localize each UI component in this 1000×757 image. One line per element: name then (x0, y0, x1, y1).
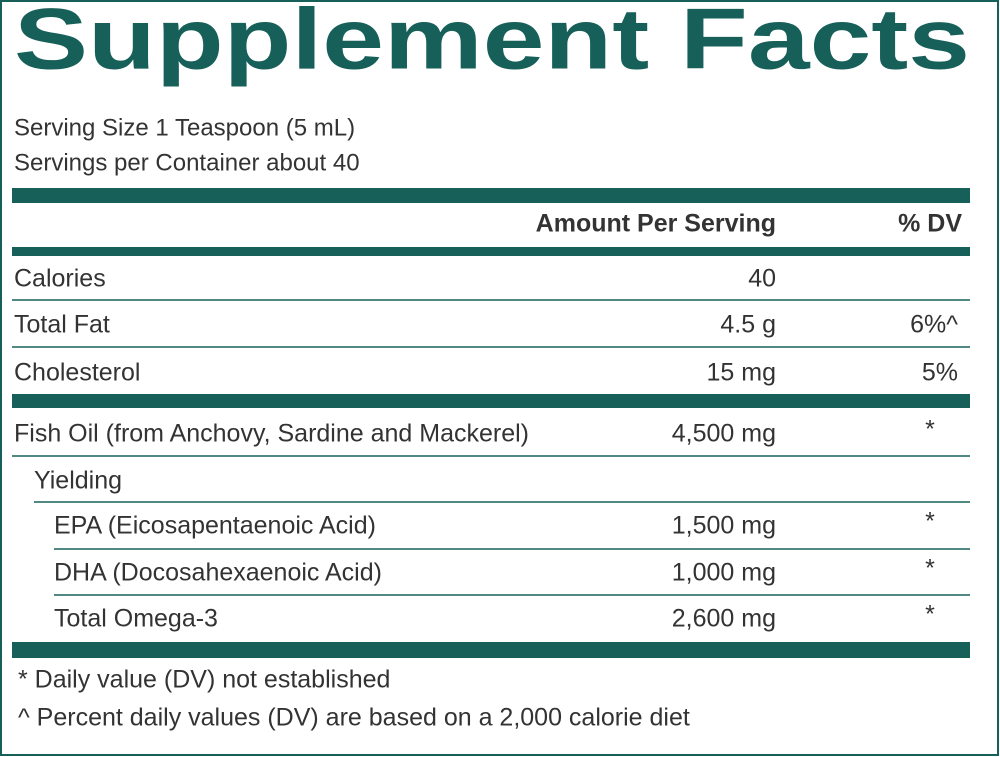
nutrient-name: Total Omega-3 (54, 605, 218, 633)
column-header: % DV (898, 210, 962, 238)
footnote: * Daily value (DV) not established (18, 666, 390, 694)
title: Supplement Facts (14, 0, 970, 88)
divider (12, 247, 970, 256)
divider (12, 394, 970, 408)
daily-value: * (925, 555, 935, 583)
nutrient-name: Cholesterol (14, 359, 140, 387)
amount: 1,500 mg (672, 512, 776, 540)
nutrient-name: Calories (14, 265, 106, 293)
daily-value: 6%^ (910, 311, 958, 339)
daily-value: 5% (922, 359, 958, 387)
daily-value: * (925, 416, 935, 444)
amount: 2,600 mg (672, 605, 776, 633)
serving-size: Serving Size 1 Teaspoon (5 mL) (14, 114, 355, 141)
nutrient-name: DHA (Docosahexaenoic Acid) (54, 559, 382, 587)
amount: 40 (748, 265, 776, 293)
nutrient-name: Yielding (34, 467, 122, 495)
divider (12, 642, 970, 658)
nutrient-name: EPA (Eicosapentaenoic Acid) (54, 512, 376, 540)
servings-per-container: Servings per Container about 40 (14, 149, 360, 176)
amount: 4,500 mg (672, 420, 776, 448)
amount: 15 mg (707, 359, 776, 387)
nutrient-name: Fish Oil (from Anchovy, Sardine and Mack… (14, 420, 529, 448)
daily-value: * (925, 508, 935, 536)
footnote: ^ Percent daily values (DV) are based on… (18, 704, 690, 732)
amount: 4.5 g (720, 311, 776, 339)
divider (12, 188, 970, 203)
column-header: Amount Per Serving (536, 210, 776, 238)
nutrient-name: Total Fat (14, 311, 110, 339)
daily-value: * (925, 601, 935, 629)
amount: 1,000 mg (672, 559, 776, 587)
